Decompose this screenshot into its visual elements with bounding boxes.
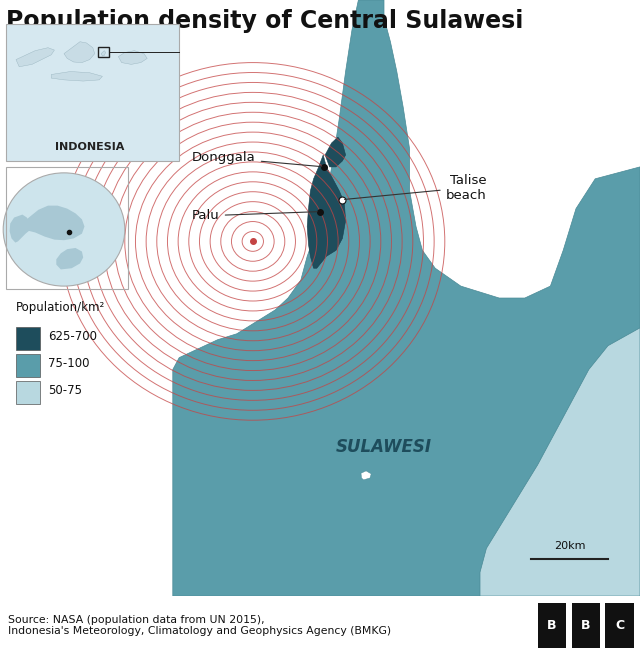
Text: 50-75: 50-75: [48, 384, 82, 397]
Text: Population density of Central Sulawesi: Population density of Central Sulawesi: [6, 9, 524, 33]
Text: Talise
beach: Talise beach: [344, 174, 486, 202]
FancyBboxPatch shape: [16, 328, 40, 350]
FancyBboxPatch shape: [16, 354, 40, 377]
Text: Palu: Palu: [192, 209, 317, 222]
Circle shape: [3, 173, 125, 286]
Polygon shape: [480, 328, 640, 596]
Text: 75-100: 75-100: [48, 357, 90, 370]
Polygon shape: [101, 50, 106, 56]
Text: 20km: 20km: [554, 541, 586, 552]
Polygon shape: [173, 0, 640, 596]
Text: SULAWESI: SULAWESI: [336, 438, 432, 456]
Text: B: B: [547, 619, 557, 632]
Text: Source: NASA (population data from UN 2015),
Indonesia's Meteorology, Climatolog: Source: NASA (population data from UN 20…: [8, 615, 391, 636]
Text: 625-700: 625-700: [48, 330, 97, 343]
Polygon shape: [325, 137, 346, 167]
Text: C: C: [615, 619, 625, 632]
FancyBboxPatch shape: [6, 24, 179, 161]
Polygon shape: [118, 50, 147, 64]
Polygon shape: [64, 42, 95, 63]
Text: B: B: [581, 619, 591, 632]
Polygon shape: [19, 206, 84, 240]
Text: INDONESIA: INDONESIA: [55, 142, 124, 152]
Polygon shape: [56, 248, 83, 269]
Text: Donggala: Donggala: [192, 151, 322, 166]
Polygon shape: [10, 215, 31, 242]
FancyBboxPatch shape: [16, 381, 40, 403]
FancyBboxPatch shape: [605, 603, 634, 648]
Polygon shape: [361, 471, 371, 480]
FancyBboxPatch shape: [538, 603, 566, 648]
Polygon shape: [307, 155, 346, 269]
FancyBboxPatch shape: [572, 603, 600, 648]
Polygon shape: [51, 71, 102, 81]
Text: Population/km²: Population/km²: [16, 301, 105, 314]
Polygon shape: [16, 48, 54, 67]
